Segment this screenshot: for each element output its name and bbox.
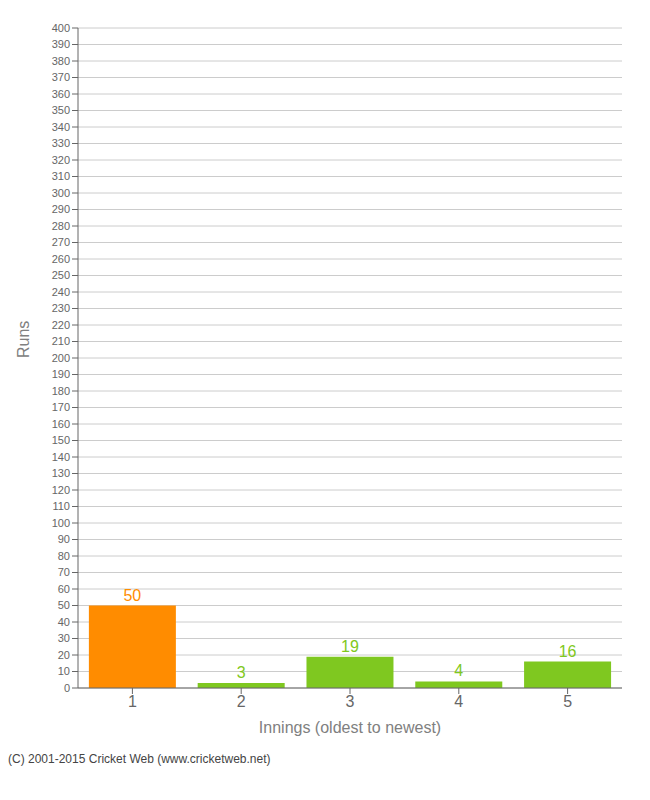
- svg-text:340: 340: [52, 121, 70, 133]
- svg-text:3: 3: [346, 693, 355, 710]
- svg-text:19: 19: [341, 638, 359, 655]
- svg-text:20: 20: [58, 649, 70, 661]
- svg-text:5: 5: [563, 693, 572, 710]
- svg-text:360: 360: [52, 88, 70, 100]
- svg-text:100: 100: [52, 517, 70, 529]
- svg-text:330: 330: [52, 137, 70, 149]
- svg-text:310: 310: [52, 170, 70, 182]
- svg-text:180: 180: [52, 385, 70, 397]
- svg-text:380: 380: [52, 55, 70, 67]
- svg-text:3: 3: [237, 664, 246, 681]
- svg-text:Innings (oldest to newest): Innings (oldest to newest): [259, 719, 441, 736]
- svg-text:210: 210: [52, 335, 70, 347]
- svg-text:140: 140: [52, 451, 70, 463]
- svg-text:Runs: Runs: [15, 321, 32, 358]
- svg-text:2: 2: [237, 693, 246, 710]
- svg-text:230: 230: [52, 302, 70, 314]
- svg-text:260: 260: [52, 253, 70, 265]
- svg-text:240: 240: [52, 286, 70, 298]
- svg-text:10: 10: [58, 665, 70, 677]
- svg-text:370: 370: [52, 71, 70, 83]
- svg-text:270: 270: [52, 236, 70, 248]
- svg-text:70: 70: [58, 566, 70, 578]
- svg-text:4: 4: [454, 662, 463, 679]
- svg-text:40: 40: [58, 616, 70, 628]
- svg-text:16: 16: [559, 643, 577, 660]
- svg-text:110: 110: [52, 500, 70, 512]
- svg-text:130: 130: [52, 467, 70, 479]
- html-text:(C) 2001-2015 Cricket Web (www: (C) 2001-2015 Cricket Web (www.cricketwe…: [8, 752, 271, 766]
- svg-text:0: 0: [64, 682, 70, 694]
- svg-text:60: 60: [58, 583, 70, 595]
- svg-text:1: 1: [128, 693, 137, 710]
- svg-text:320: 320: [52, 154, 70, 166]
- svg-text:50: 50: [123, 587, 141, 604]
- svg-text:150: 150: [52, 434, 70, 446]
- svg-text:30: 30: [58, 632, 70, 644]
- svg-text:50: 50: [58, 599, 70, 611]
- svg-text:290: 290: [52, 203, 70, 215]
- svg-text:280: 280: [52, 220, 70, 232]
- svg-text:400: 400: [52, 22, 70, 34]
- svg-text:300: 300: [52, 187, 70, 199]
- svg-text:200: 200: [52, 352, 70, 364]
- svg-text:220: 220: [52, 319, 70, 331]
- svg-text:170: 170: [52, 401, 70, 413]
- svg-text:90: 90: [58, 533, 70, 545]
- svg-text:160: 160: [52, 418, 70, 430]
- svg-text:250: 250: [52, 269, 70, 281]
- svg-text:120: 120: [52, 484, 70, 496]
- svg-text:4: 4: [454, 693, 463, 710]
- svg-text:390: 390: [52, 38, 70, 50]
- svg-text:190: 190: [52, 368, 70, 380]
- svg-text:80: 80: [58, 550, 70, 562]
- svg-text:350: 350: [52, 104, 70, 116]
